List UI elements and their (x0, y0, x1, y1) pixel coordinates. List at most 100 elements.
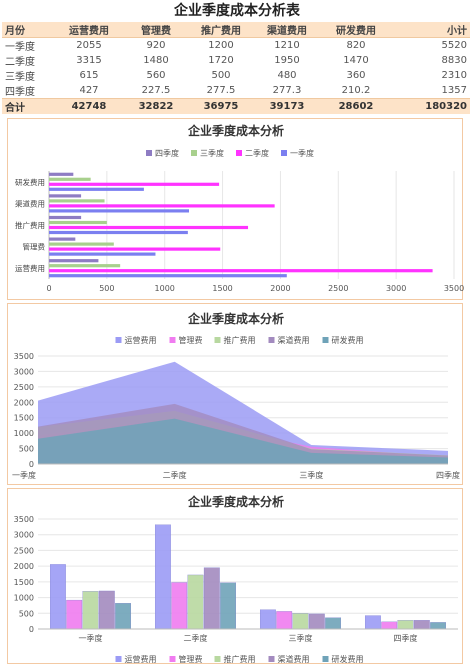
bar (49, 252, 156, 256)
total-cell[interactable]: 180320 (392, 98, 470, 114)
table-cell[interactable]: 615 (79, 70, 99, 81)
table-cell[interactable]: 一季度 (5, 42, 35, 53)
table-cell[interactable]: 1200 (208, 40, 234, 51)
table-cell[interactable]: 8830 (441, 55, 467, 66)
x-tick-label: 1000 (155, 284, 175, 293)
total-cell[interactable]: 36975 (188, 98, 254, 114)
bar (49, 269, 433, 273)
table-cell[interactable]: 1470 (343, 55, 369, 66)
table-cell[interactable]: 427 (79, 85, 99, 96)
x-tick-label: 一季度 (79, 633, 103, 643)
chart-panel-horizontal-bar[interactable]: 企业季度成本分析 四季度 三季度 二季度 一季度 0 500 1000 1500 2000 2500… (7, 118, 464, 300)
bar (397, 620, 414, 630)
table-cell[interactable]: 1950 (274, 55, 300, 66)
x-tick-label: 500 (99, 284, 114, 293)
total-cell[interactable]: 39173 (254, 98, 320, 114)
legend-label: 推广费用 (224, 654, 256, 664)
chart-panel-area[interactable]: 企业季度成本分析 运营费用 管理费 推广费用 渠道费用 研发费用 0 500 1000 1500 2… (7, 303, 463, 485)
y-tick-label: 管理费 (23, 242, 46, 252)
bar (49, 264, 121, 268)
total-cell[interactable]: 32822 (124, 98, 188, 114)
legend-label: 一季度 (290, 148, 314, 158)
table-cell[interactable]: 2310 (441, 70, 467, 81)
table-cell[interactable]: 360 (346, 70, 366, 81)
bar (49, 242, 114, 246)
bar (50, 564, 66, 630)
bar (259, 609, 276, 630)
legend-label: 渠道费用 (278, 335, 310, 345)
chart-title: 企业季度成本分析 (187, 311, 284, 326)
bar (49, 172, 74, 176)
legend-swatch (268, 656, 275, 662)
bar (49, 194, 82, 198)
sheet-title: 企业季度成本分析表 (174, 3, 300, 19)
table-cell[interactable]: 1480 (143, 55, 169, 66)
table-cell[interactable]: 四季度 (5, 87, 35, 98)
bar (187, 574, 204, 630)
y-tick-label: 2000 (14, 398, 34, 407)
bar (49, 259, 99, 263)
chart-panel-column[interactable]: 企业季度成本分析 0 500 1000 1500 2000 2500 3000 3500 一季度 二… (7, 488, 463, 664)
bar (49, 187, 144, 191)
table-cell[interactable]: 3315 (76, 55, 102, 66)
bar (364, 615, 381, 630)
table-cell[interactable]: 三季度 (5, 72, 35, 83)
x-tick-label: 3000 (386, 284, 406, 293)
bar (66, 599, 83, 630)
bar (49, 177, 91, 181)
total-cell[interactable]: 28602 (320, 98, 392, 114)
x-tick-label: 二季度 (184, 633, 208, 643)
y-tick-label: 3500 (14, 352, 34, 361)
bar (49, 274, 287, 278)
bar (220, 582, 237, 630)
table-cell[interactable]: 1210 (274, 40, 300, 51)
header-cell-promo[interactable]: 推广费用 (188, 22, 254, 38)
x-tick-label: 0 (46, 284, 51, 293)
bar (276, 611, 293, 630)
total-cell[interactable]: 合计 (2, 98, 54, 114)
x-tick-label: 二季度 (163, 470, 187, 480)
x-tick-label: 四季度 (436, 470, 460, 480)
chart-title: 企业季度成本分析 (187, 123, 284, 138)
table-cell[interactable]: 277.3 (272, 85, 302, 96)
cost-table: 月份 运营费用 管理费 推广费用 渠道费用 研发费用 小计 一季度 2055 9… (2, 22, 470, 114)
y-tick-label: 渠道费用 (15, 198, 45, 208)
table-row: 三季度 615 560 500 480 360 2310 (2, 68, 470, 83)
table-cell[interactable]: 5520 (441, 40, 467, 51)
y-tick-label: 2000 (14, 562, 34, 571)
table-row: 四季度 427 227.5 277.5 277.3 210.2 1357 (2, 83, 470, 99)
header-cell-month[interactable]: 月份 (2, 22, 54, 38)
header-cell-mgmt[interactable]: 管理费 (124, 22, 188, 38)
bar (292, 613, 309, 630)
table-cell[interactable]: 2055 (76, 40, 102, 51)
x-tick-label: 三季度 (299, 470, 323, 480)
table-cell[interactable]: 210.2 (341, 85, 371, 96)
legend-swatch (115, 337, 122, 343)
total-cell[interactable]: 42748 (54, 98, 124, 114)
table-cell[interactable]: 二季度 (5, 57, 35, 68)
x-tick-label: 2500 (328, 284, 348, 293)
table-cell[interactable]: 227.5 (141, 85, 171, 96)
header-cell-ops[interactable]: 运营费用 (54, 22, 124, 38)
table-cell[interactable]: 277.5 (206, 85, 236, 96)
table-cell[interactable]: 1357 (441, 85, 467, 96)
y-tick-label: 研发费用 (15, 177, 45, 187)
table-cell[interactable]: 820 (346, 40, 366, 51)
header-cell-subtotal[interactable]: 小计 (392, 22, 470, 38)
header-cell-channel[interactable]: 渠道费用 (254, 22, 320, 38)
table-cell[interactable]: 560 (146, 70, 166, 81)
bar (171, 582, 188, 630)
table-cell[interactable]: 1720 (208, 55, 234, 66)
bar (49, 199, 105, 203)
legend-label: 运营费用 (125, 335, 157, 345)
table-cell[interactable]: 480 (277, 70, 297, 81)
y-tick-label: 1000 (14, 594, 34, 603)
header-cell-rnd[interactable]: 研发费用 (320, 22, 392, 38)
table-cell[interactable]: 500 (211, 70, 231, 81)
table-cell[interactable]: 920 (146, 40, 166, 51)
y-tick-label: 1500 (14, 414, 34, 423)
bar (325, 617, 342, 630)
bar (430, 622, 447, 630)
legend-label: 研发费用 (332, 654, 364, 664)
